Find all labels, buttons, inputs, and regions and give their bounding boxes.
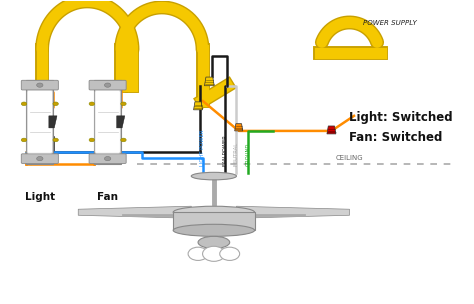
Polygon shape [193, 102, 202, 110]
Circle shape [104, 83, 111, 87]
Circle shape [36, 83, 43, 87]
Circle shape [53, 102, 58, 105]
Polygon shape [78, 206, 191, 218]
Circle shape [21, 102, 27, 105]
Text: Fan: Fan [97, 192, 118, 202]
Bar [173, 212, 255, 230]
Text: Light: Light [25, 192, 55, 202]
Polygon shape [235, 124, 243, 131]
Circle shape [104, 157, 111, 161]
Circle shape [21, 138, 27, 142]
Circle shape [36, 157, 43, 161]
Text: NEUTRAL: NEUTRAL [234, 141, 239, 166]
Ellipse shape [191, 172, 237, 180]
Circle shape [89, 102, 94, 105]
Polygon shape [204, 77, 214, 86]
Ellipse shape [198, 236, 230, 248]
FancyBboxPatch shape [26, 80, 54, 164]
FancyBboxPatch shape [94, 80, 121, 164]
Text: GROUND: GROUND [245, 142, 250, 166]
Circle shape [121, 138, 126, 142]
FancyBboxPatch shape [89, 154, 126, 164]
Text: POWER SUPPLY: POWER SUPPLY [363, 20, 417, 26]
Circle shape [53, 138, 58, 142]
Circle shape [121, 102, 126, 105]
Text: Light: Switched
Fan: Switched: Light: Switched Fan: Switched [349, 111, 453, 144]
FancyBboxPatch shape [21, 80, 58, 90]
Polygon shape [117, 116, 125, 128]
FancyBboxPatch shape [21, 154, 58, 164]
Text: CEILING: CEILING [336, 154, 364, 161]
Text: FAN POWER: FAN POWER [223, 135, 228, 166]
Circle shape [89, 138, 94, 142]
Polygon shape [49, 116, 57, 128]
FancyBboxPatch shape [27, 91, 53, 153]
Circle shape [202, 246, 225, 261]
Text: LIGHT POWER: LIGHT POWER [200, 129, 205, 166]
FancyBboxPatch shape [95, 91, 120, 153]
FancyBboxPatch shape [89, 80, 126, 90]
Ellipse shape [173, 206, 255, 218]
Polygon shape [327, 126, 336, 134]
Ellipse shape [173, 224, 255, 236]
Circle shape [220, 247, 240, 261]
Polygon shape [237, 206, 349, 218]
Circle shape [188, 247, 208, 261]
